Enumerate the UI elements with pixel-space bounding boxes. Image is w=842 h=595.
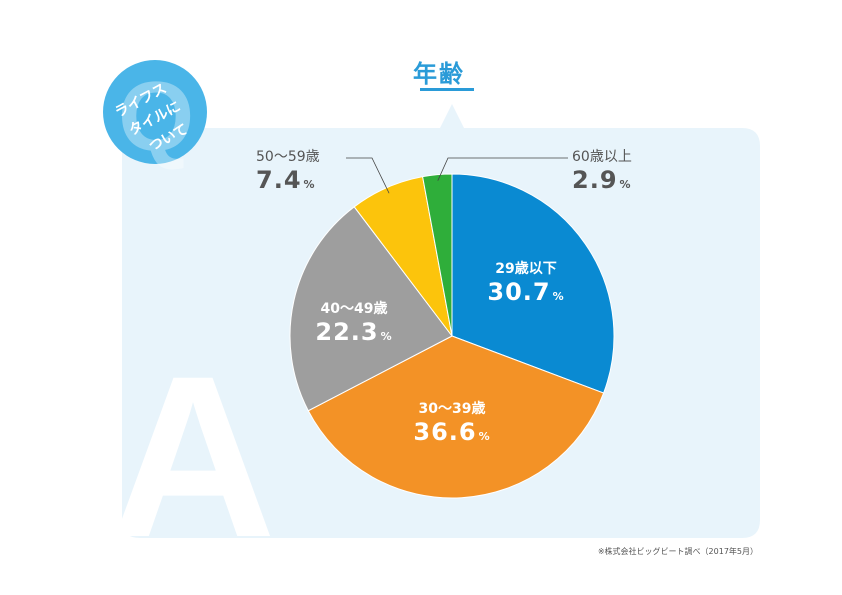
slice-label-0: 29歳以下 30.7% [476,258,576,306]
slice-value-1: 36.6 [413,418,477,446]
slice-unit-1: % [478,430,491,443]
source-note: ※株式会社ビッグビート調べ（2017年5月） [597,547,758,556]
slice-name-0: 29歳以下 [495,261,557,277]
answer-letter-a: A [110,328,276,585]
slice-label-2: 40〜49歳 22.3% [304,298,404,346]
slice-label-1: 30〜39歳 36.6% [402,398,502,446]
slice-label-4: 60歳以上 2.9% [572,146,632,194]
question-letter-q: Q [118,61,194,171]
slice-label-3: 50〜59歳 7.4% [256,146,320,194]
slice-name-3: 50〜59歳 [256,149,320,165]
title-underline [420,88,474,91]
page-title: 年齢 [413,60,465,88]
slice-name-4: 60歳以上 [572,149,632,165]
slice-value-0: 30.7 [487,278,551,306]
leader-lines [346,157,568,194]
pie-slice-0 [451,173,615,394]
slice-unit-4: % [619,178,632,191]
slice-unit-0: % [552,290,565,303]
slice-unit-2: % [380,330,393,343]
slice-value-4: 2.9 [572,166,618,194]
slice-unit-3: % [303,178,316,191]
leader-line-3 [346,157,390,194]
pie-slice-1 [307,335,605,499]
slice-value-3: 7.4 [256,166,302,194]
slice-value-2: 22.3 [315,318,379,346]
slice-name-2: 40〜49歳 [320,301,388,317]
pie-chart [289,173,615,499]
slice-name-1: 30〜39歳 [418,401,486,417]
pie-slice-4 [422,173,453,337]
question-badge-circle [103,60,207,164]
leader-line-4 [437,157,568,181]
pie-slice-2 [289,206,453,412]
